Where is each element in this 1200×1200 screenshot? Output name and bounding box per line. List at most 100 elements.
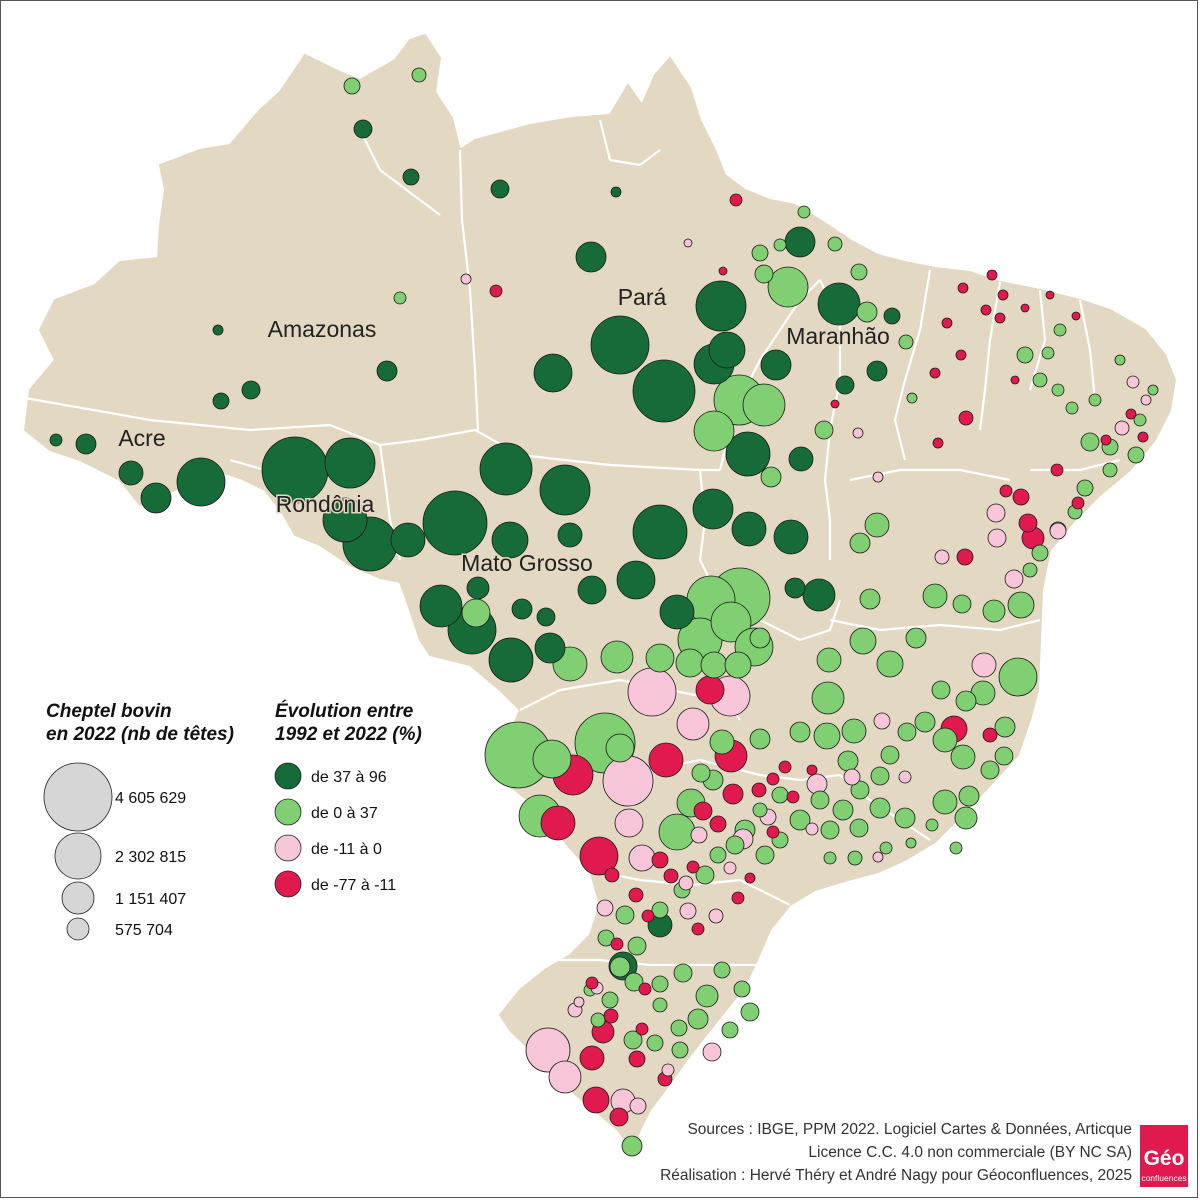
- municipality-bubble: [835, 375, 855, 395]
- municipality-bubble: [700, 651, 728, 679]
- municipality-bubble: [353, 119, 373, 139]
- municipality-bubble: [393, 291, 407, 305]
- credits-author: Réalisation : Hervé Théry et André Nagy …: [660, 1167, 1132, 1184]
- municipality-bubble: [879, 841, 893, 855]
- municipality-bubble: [806, 764, 818, 776]
- municipality-bubble: [609, 956, 631, 978]
- state-label-amazonas: Amazonas: [268, 316, 377, 342]
- municipality-bubble: [870, 766, 890, 786]
- municipality-bubble: [925, 818, 939, 832]
- municipality-bubble: [661, 1063, 675, 1077]
- municipality-bubble: [628, 844, 656, 872]
- state-label-rondonia: Rondônia: [276, 491, 375, 517]
- municipality-bubble: [797, 205, 811, 219]
- municipality-bubble: [789, 809, 811, 831]
- municipality-bubble: [817, 282, 861, 326]
- size-legend-title-line2: en 2022 (nb de têtes): [46, 724, 234, 745]
- municipality-bubble: [841, 718, 867, 744]
- state-labels: Pará Amazonas Maranhão Acre Rondônia Mat…: [117, 283, 891, 578]
- municipality-bubble: [897, 722, 917, 742]
- municipality-bubble: [980, 304, 992, 316]
- municipality-bubble: [597, 929, 615, 947]
- municipality-bubble: [1125, 408, 1137, 420]
- municipality-bubble: [376, 360, 398, 382]
- municipality-bubble: [624, 972, 644, 992]
- municipality-bubble: [733, 980, 751, 998]
- municipality-bubble: [955, 690, 977, 712]
- municipality-bubble: [627, 667, 677, 717]
- municipality-bubble: [869, 797, 891, 819]
- municipality-bubble: [849, 532, 871, 554]
- municipality-bubble: [579, 836, 619, 876]
- municipality-bubble: [646, 1034, 664, 1052]
- municipality-bubble: [731, 891, 745, 905]
- municipality-bubble: [784, 577, 806, 599]
- municipality-bubble: [632, 359, 696, 423]
- municipality-bubble: [1137, 431, 1149, 443]
- municipality-bubble: [539, 464, 591, 516]
- municipality-bubble: [658, 813, 696, 851]
- municipality-bubble: [980, 760, 1000, 780]
- municipality-bubble: [749, 627, 771, 649]
- municipality-bubble: [957, 282, 969, 294]
- municipality-bubble: [859, 588, 881, 610]
- municipality-bubble: [390, 522, 426, 558]
- logo-subtext: confluences: [1141, 1173, 1186, 1183]
- size-legend-circle-1: [43, 762, 113, 832]
- municipality-bubble: [713, 961, 731, 979]
- municipality-bubble: [952, 594, 972, 614]
- municipality-bubble: [950, 744, 976, 770]
- municipality-bubble: [1065, 401, 1079, 415]
- municipality-bubble: [683, 238, 693, 248]
- municipality-bubble: [994, 312, 1006, 324]
- municipality-bubble: [872, 471, 884, 483]
- municipality-bubble: [525, 1027, 571, 1073]
- municipality-bubbles: [49, 67, 1159, 1157]
- municipality-bubble: [1140, 394, 1152, 406]
- municipality-bubble: [212, 392, 230, 410]
- municipality-bubble: [695, 984, 719, 1008]
- municipality-bubble: [540, 805, 576, 841]
- municipality-bubble: [986, 269, 998, 281]
- municipality-bubble: [573, 996, 585, 1008]
- municipality-bubble: [118, 460, 144, 486]
- municipality-bubble: [932, 789, 958, 815]
- municipality-bubble: [1032, 372, 1048, 388]
- municipality-bubble: [651, 851, 669, 869]
- size-legend-label-4: 575 704: [115, 922, 173, 939]
- municipality-bubble: [1041, 346, 1055, 360]
- municipality-bubble: [718, 266, 728, 276]
- size-legend-title-line1: Cheptel bovin: [46, 701, 172, 722]
- municipality-bubble: [616, 560, 656, 600]
- municipality-bubble: [754, 264, 774, 284]
- municipality-bubble: [324, 437, 376, 489]
- municipality-bubble: [511, 598, 533, 620]
- municipality-bubble: [532, 739, 572, 779]
- municipality-bubble: [590, 315, 650, 375]
- municipality-bubble: [536, 607, 556, 627]
- municipality-bubble: [623, 1030, 643, 1050]
- municipality-bubble: [693, 410, 735, 452]
- municipality-bubble: [585, 976, 599, 990]
- municipality-bubble: [994, 746, 1014, 766]
- municipality-bubble: [1012, 488, 1030, 506]
- municipality-bubble: [621, 1135, 643, 1157]
- municipality-bubble: [784, 226, 816, 258]
- municipality-bubble: [723, 861, 737, 875]
- municipality-bubble: [629, 1097, 647, 1115]
- municipality-bubble: [693, 801, 713, 821]
- municipality-bubble: [691, 763, 711, 783]
- municipality-bubble: [1050, 463, 1064, 477]
- municipality-bubble: [676, 707, 710, 741]
- municipality-bubble: [1004, 569, 1024, 589]
- municipality-bubble: [876, 650, 904, 678]
- size-legend-circle-4: [66, 917, 90, 941]
- municipality-bubble: [811, 681, 845, 715]
- municipality-bubble: [1022, 562, 1038, 578]
- municipality-bubble: [140, 482, 172, 514]
- size-legend-label-2: 2 302 815: [115, 849, 186, 866]
- municipality-bubble: [755, 845, 775, 865]
- municipality-bubble: [722, 783, 744, 805]
- municipality-bubble: [212, 324, 224, 336]
- municipality-bubble: [832, 799, 854, 821]
